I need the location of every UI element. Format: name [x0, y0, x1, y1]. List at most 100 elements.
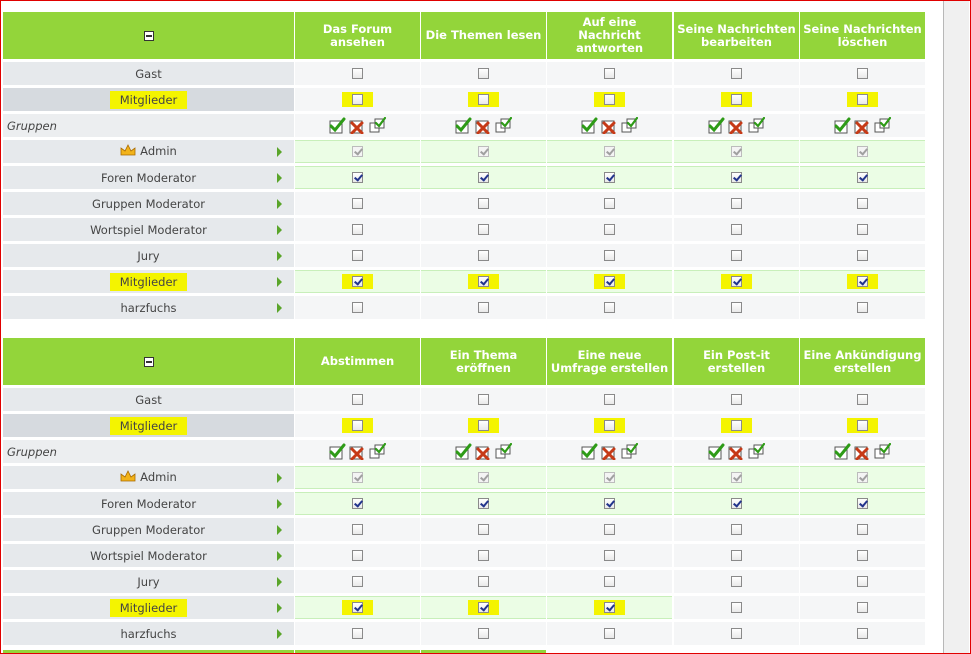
permission-checkbox[interactable]	[731, 276, 742, 287]
check-all-icon[interactable]	[708, 443, 725, 460]
permission-checkbox[interactable]	[478, 276, 489, 287]
expand-arrow-icon[interactable]	[277, 277, 282, 287]
permission-checkbox[interactable]	[604, 224, 615, 235]
check-all-icon[interactable]	[708, 117, 725, 134]
permission-checkbox[interactable]	[478, 172, 489, 183]
scrollbar[interactable]	[944, 1, 969, 653]
permission-checkbox[interactable]	[478, 602, 489, 613]
permission-checkbox[interactable]	[857, 524, 868, 535]
uncheck-all-icon[interactable]	[854, 443, 871, 461]
permission-checkbox[interactable]	[604, 250, 615, 261]
permission-checkbox[interactable]	[352, 550, 363, 561]
invert-selection-icon[interactable]	[874, 442, 892, 460]
expand-arrow-icon[interactable]	[277, 251, 282, 261]
permission-checkbox[interactable]	[478, 498, 489, 509]
permission-checkbox[interactable]	[352, 224, 363, 235]
permission-checkbox[interactable]	[731, 498, 742, 509]
permission-checkbox[interactable]	[352, 198, 363, 209]
permission-checkbox[interactable]	[857, 602, 868, 613]
invert-selection-icon[interactable]	[874, 116, 892, 134]
invert-selection-icon[interactable]	[495, 442, 513, 460]
uncheck-all-icon[interactable]	[728, 117, 745, 135]
permission-checkbox[interactable]	[352, 68, 363, 79]
permission-checkbox[interactable]	[604, 394, 615, 405]
permission-checkbox[interactable]	[857, 68, 868, 79]
check-all-icon[interactable]	[329, 443, 346, 460]
permission-checkbox[interactable]	[857, 576, 868, 587]
permission-checkbox[interactable]	[731, 172, 742, 183]
expand-arrow-icon[interactable]	[277, 629, 282, 639]
permission-checkbox[interactable]	[731, 68, 742, 79]
permission-checkbox[interactable]	[604, 498, 615, 509]
invert-selection-icon[interactable]	[748, 442, 766, 460]
permission-checkbox[interactable]	[478, 394, 489, 405]
permission-checkbox[interactable]	[352, 602, 363, 613]
permission-checkbox[interactable]	[731, 576, 742, 587]
expand-arrow-icon[interactable]	[277, 525, 282, 535]
permission-checkbox[interactable]	[478, 94, 489, 105]
permission-checkbox[interactable]	[857, 172, 868, 183]
permission-checkbox[interactable]	[352, 94, 363, 105]
invert-selection-icon[interactable]	[621, 442, 639, 460]
permission-checkbox[interactable]	[478, 628, 489, 639]
invert-selection-icon[interactable]	[748, 116, 766, 134]
permission-checkbox[interactable]	[352, 524, 363, 535]
permission-checkbox[interactable]	[857, 94, 868, 105]
permission-checkbox[interactable]	[857, 628, 868, 639]
invert-selection-icon[interactable]	[369, 116, 387, 134]
uncheck-all-icon[interactable]	[475, 117, 492, 135]
check-all-icon[interactable]	[834, 443, 851, 460]
permission-checkbox[interactable]	[604, 576, 615, 587]
expand-arrow-icon[interactable]	[277, 199, 282, 209]
check-all-icon[interactable]	[834, 117, 851, 134]
permission-checkbox[interactable]	[478, 550, 489, 561]
uncheck-all-icon[interactable]	[349, 117, 366, 135]
check-all-icon[interactable]	[581, 443, 598, 460]
permission-checkbox[interactable]	[731, 198, 742, 209]
permission-checkbox[interactable]	[352, 394, 363, 405]
check-all-icon[interactable]	[455, 117, 472, 134]
permission-checkbox[interactable]	[352, 250, 363, 261]
permission-checkbox[interactable]	[604, 276, 615, 287]
expand-arrow-icon[interactable]	[277, 147, 282, 157]
permission-checkbox[interactable]	[604, 94, 615, 105]
permission-checkbox[interactable]	[604, 172, 615, 183]
uncheck-all-icon[interactable]	[601, 117, 618, 135]
permission-checkbox[interactable]	[857, 498, 868, 509]
collapse-icon[interactable]	[144, 30, 154, 41]
invert-selection-icon[interactable]	[495, 116, 513, 134]
expand-arrow-icon[interactable]	[277, 577, 282, 587]
expand-arrow-icon[interactable]	[277, 499, 282, 509]
permission-checkbox[interactable]	[352, 172, 363, 183]
permission-checkbox[interactable]	[731, 602, 742, 613]
permission-checkbox[interactable]	[857, 550, 868, 561]
permission-checkbox[interactable]	[731, 224, 742, 235]
permission-checkbox[interactable]	[604, 198, 615, 209]
permission-checkbox[interactable]	[478, 250, 489, 261]
permission-checkbox[interactable]	[857, 198, 868, 209]
expand-arrow-icon[interactable]	[277, 551, 282, 561]
uncheck-all-icon[interactable]	[601, 443, 618, 461]
check-all-icon[interactable]	[581, 117, 598, 134]
permission-checkbox[interactable]	[604, 550, 615, 561]
permission-checkbox[interactable]	[352, 498, 363, 509]
permission-checkbox[interactable]	[478, 224, 489, 235]
permission-checkbox[interactable]	[857, 420, 868, 431]
permission-checkbox[interactable]	[857, 276, 868, 287]
check-all-icon[interactable]	[455, 443, 472, 460]
permission-checkbox[interactable]	[478, 302, 489, 313]
permission-checkbox[interactable]	[478, 576, 489, 587]
permission-checkbox[interactable]	[731, 550, 742, 561]
invert-selection-icon[interactable]	[621, 116, 639, 134]
expand-arrow-icon[interactable]	[277, 473, 282, 483]
permission-checkbox[interactable]	[478, 68, 489, 79]
permission-checkbox[interactable]	[604, 524, 615, 535]
permission-checkbox[interactable]	[857, 394, 868, 405]
permission-checkbox[interactable]	[604, 628, 615, 639]
permission-checkbox[interactable]	[604, 602, 615, 613]
permission-checkbox[interactable]	[352, 628, 363, 639]
uncheck-all-icon[interactable]	[728, 443, 745, 461]
uncheck-all-icon[interactable]	[349, 443, 366, 461]
permission-checkbox[interactable]	[731, 394, 742, 405]
permission-checkbox[interactable]	[731, 94, 742, 105]
